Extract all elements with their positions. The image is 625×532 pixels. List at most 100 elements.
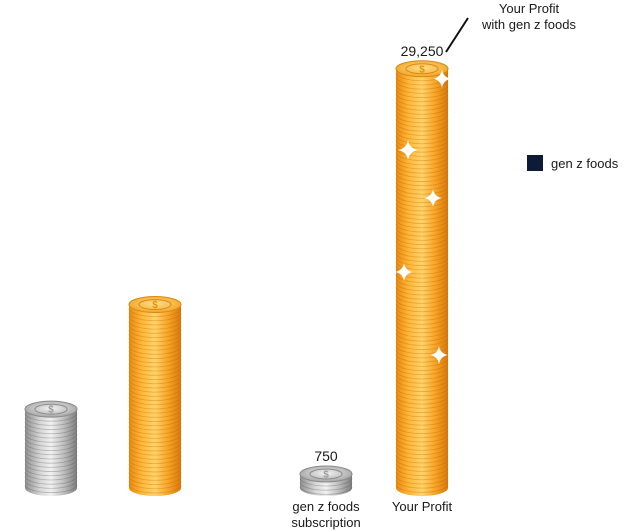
coin-ridge [395, 139, 449, 149]
dollar-sign-icon: $ [323, 470, 329, 481]
coin-ridges [24, 413, 78, 493]
coin-stack-3: $ [395, 60, 451, 496]
coin-ridge [24, 476, 78, 485]
coin-ridge [128, 308, 182, 317]
coin-ridge [395, 333, 449, 342]
coin-ridge [128, 409, 182, 418]
coin-ridge [299, 482, 353, 491]
coin-ridge [395, 286, 449, 296]
sparkles [395, 69, 451, 364]
coin-stack-2: $ [299, 465, 353, 496]
coin-ridge [24, 480, 78, 489]
coin-ridge [395, 278, 449, 287]
coin-ridge [128, 421, 182, 431]
category-label: Your Profit [392, 499, 453, 514]
coin-ridge [395, 265, 449, 275]
coin-ridge [395, 320, 449, 329]
coin-ridge [128, 363, 182, 372]
coin-top-rim [405, 63, 439, 75]
coin-ridge [128, 392, 182, 401]
coin-ridge [395, 240, 449, 250]
coin-top-rim [138, 299, 172, 310]
coin-ridge [128, 371, 182, 380]
coin-ridge [128, 321, 182, 330]
coin-ridge [395, 303, 449, 313]
coin-ridge [395, 349, 449, 359]
coin-top-rim [309, 468, 343, 480]
coin-ridge [395, 463, 449, 472]
coin-ridge [395, 198, 449, 208]
coin-ridge [128, 396, 182, 406]
coin-ridge [395, 160, 449, 170]
coin-ridge [128, 484, 182, 494]
coin-ridge [299, 477, 353, 487]
coin-ridge [128, 405, 182, 414]
coin-ridge [395, 471, 449, 481]
sparkle-icon [430, 346, 448, 364]
coin-ridge [395, 362, 449, 371]
coin-ridge [395, 177, 449, 187]
coin-ridge [24, 484, 78, 493]
coin-ridge [395, 295, 449, 304]
dollar-sign-icon: $ [419, 64, 425, 75]
coin-ridge [128, 329, 182, 338]
coin-ridge [395, 85, 449, 94]
coin-ridges [395, 72, 449, 493]
coin-ridge [128, 367, 182, 376]
dollar-sign-icon: $ [152, 300, 158, 311]
coin-ridge [24, 442, 78, 451]
coin-ridge [395, 408, 449, 418]
coin-ridge [395, 446, 449, 455]
coin-ridge [395, 475, 449, 485]
coin-stack-0: $ [24, 400, 78, 496]
coin-ridge [395, 123, 449, 132]
coin-top-rim [34, 403, 68, 415]
legend-label: gen z foods [551, 155, 619, 171]
coin-ridge [395, 202, 449, 212]
annotation-leader [445, 17, 469, 53]
coin-ridge [395, 232, 449, 241]
coin-stack-body [396, 68, 448, 496]
coin-ridge [128, 375, 182, 385]
coin-ridge [395, 114, 449, 124]
coin-ridge [395, 480, 449, 489]
coin-ridge [395, 400, 449, 409]
sparkle-icon [395, 263, 413, 281]
coin-ridges [128, 308, 182, 494]
coin-ridge [395, 97, 449, 107]
coin-ridge [128, 358, 182, 368]
coin-ridge [395, 404, 449, 413]
annotation-text: Your Profit [499, 1, 560, 16]
coin-ridge [395, 144, 449, 153]
coin-ridge [395, 370, 449, 380]
coin-ridge [395, 253, 449, 262]
coin-ridge [395, 152, 449, 161]
coin-ridge [395, 236, 449, 245]
coin-stacks: $ $ $ $ [24, 60, 451, 496]
coin-ridge [24, 417, 78, 426]
coin-ridge [128, 337, 182, 347]
category-label: gen z foods [292, 499, 360, 514]
coin-ridge [395, 375, 449, 384]
coin-ridge [128, 480, 182, 490]
sparkle-icon [398, 140, 418, 160]
coin-ridge [395, 211, 449, 220]
coin-ridge [395, 156, 449, 166]
coin-ridges [299, 477, 353, 495]
coin-ridge [395, 81, 449, 90]
coin-ridge [128, 413, 182, 422]
coin-ridge [395, 467, 449, 476]
coin-ridge [395, 484, 449, 493]
coin-ridge [395, 412, 449, 422]
coin-ridge [128, 379, 182, 389]
coin-ridge [395, 417, 449, 426]
coin-ridge [395, 366, 449, 376]
coin-ridge [128, 455, 182, 464]
coin-ridge [128, 312, 182, 322]
value-label: 750 [314, 448, 338, 464]
coin-ridge [395, 148, 449, 157]
coin-ridge [395, 450, 449, 460]
sparkle-icon [433, 69, 451, 88]
coin-ridge [395, 261, 449, 271]
